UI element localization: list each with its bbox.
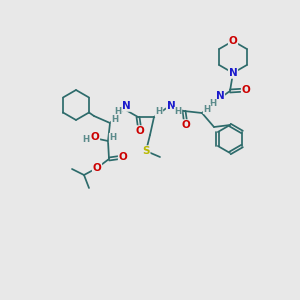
Text: N: N: [216, 91, 224, 101]
Text: O: O: [91, 132, 99, 142]
Text: O: O: [229, 36, 237, 46]
Text: N: N: [229, 68, 237, 78]
Text: O: O: [182, 120, 190, 130]
Text: O: O: [93, 163, 101, 173]
Text: S: S: [142, 146, 150, 156]
Text: H: H: [111, 116, 118, 124]
Text: H: H: [110, 134, 117, 142]
Text: O: O: [136, 126, 144, 136]
Text: O: O: [118, 152, 127, 162]
Text: H: H: [114, 107, 122, 116]
Text: H: H: [209, 100, 217, 109]
Text: N: N: [122, 101, 130, 111]
Text: O: O: [242, 85, 250, 95]
Text: H: H: [155, 107, 163, 116]
Text: H: H: [82, 136, 90, 145]
Text: N: N: [167, 101, 176, 111]
Text: H: H: [203, 104, 211, 113]
Text: H: H: [174, 107, 182, 116]
